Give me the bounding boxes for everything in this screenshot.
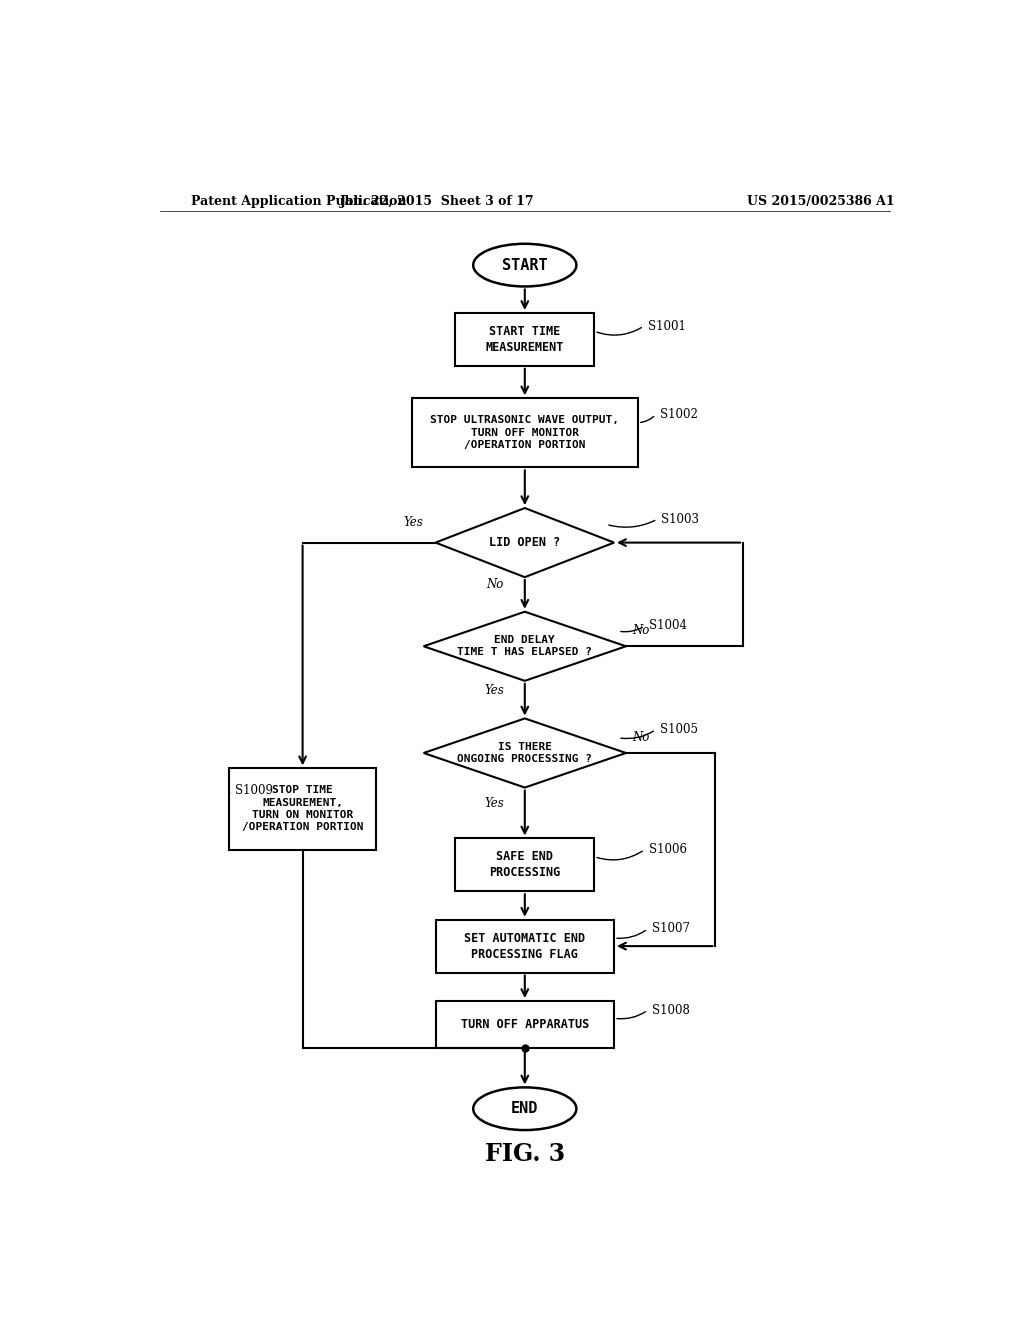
Text: Yes: Yes [484, 797, 505, 810]
Text: S1003: S1003 [662, 512, 699, 525]
Text: No: No [633, 624, 649, 638]
Text: Yes: Yes [484, 684, 505, 697]
Text: No: No [633, 731, 649, 743]
Text: STOP TIME
MEASUREMENT,
TURN ON MONITOR
/OPERATION PORTION: STOP TIME MEASUREMENT, TURN ON MONITOR /… [242, 785, 364, 833]
Text: SET AUTOMATIC END
PROCESSING FLAG: SET AUTOMATIC END PROCESSING FLAG [464, 932, 586, 961]
Text: US 2015/0025386 A1: US 2015/0025386 A1 [748, 194, 895, 207]
Text: SAFE END
PROCESSING: SAFE END PROCESSING [489, 850, 560, 879]
Text: S1004: S1004 [648, 619, 687, 632]
Bar [412, 399, 638, 467]
Bar [435, 920, 614, 973]
Text: S1007: S1007 [652, 923, 690, 936]
Text: END DELAY
TIME T HAS ELAPSED ?: END DELAY TIME T HAS ELAPSED ? [458, 635, 592, 657]
Bar [456, 838, 594, 891]
Text: IS THERE
ONGOING PROCESSING ?: IS THERE ONGOING PROCESSING ? [458, 742, 592, 764]
Text: Jan. 22, 2015  Sheet 3 of 17: Jan. 22, 2015 Sheet 3 of 17 [340, 194, 535, 207]
Text: START TIME
MEASUREMENT: START TIME MEASUREMENT [485, 325, 564, 354]
Text: S1002: S1002 [659, 408, 697, 421]
Text: STOP ULTRASONIC WAVE OUTPUT,
TURN OFF MONITOR
/OPERATION PORTION: STOP ULTRASONIC WAVE OUTPUT, TURN OFF MO… [430, 416, 620, 450]
Text: S1006: S1006 [648, 843, 687, 857]
Bar [456, 313, 594, 366]
Text: Yes: Yes [403, 516, 424, 529]
Bar [229, 768, 376, 850]
Text: Patent Application Publication: Patent Application Publication [191, 194, 407, 207]
Text: FIG. 3: FIG. 3 [484, 1143, 565, 1167]
Text: S1009: S1009 [236, 784, 273, 797]
Text: S1008: S1008 [652, 1003, 689, 1016]
Bar [435, 1001, 614, 1048]
Text: TURN OFF APPARATUS: TURN OFF APPARATUS [461, 1018, 589, 1031]
Text: S1001: S1001 [648, 319, 686, 333]
Text: START: START [502, 257, 548, 273]
Text: END: END [511, 1101, 539, 1117]
Text: No: No [486, 578, 504, 591]
Text: LID OPEN ?: LID OPEN ? [489, 536, 560, 549]
Text: S1005: S1005 [659, 723, 697, 737]
